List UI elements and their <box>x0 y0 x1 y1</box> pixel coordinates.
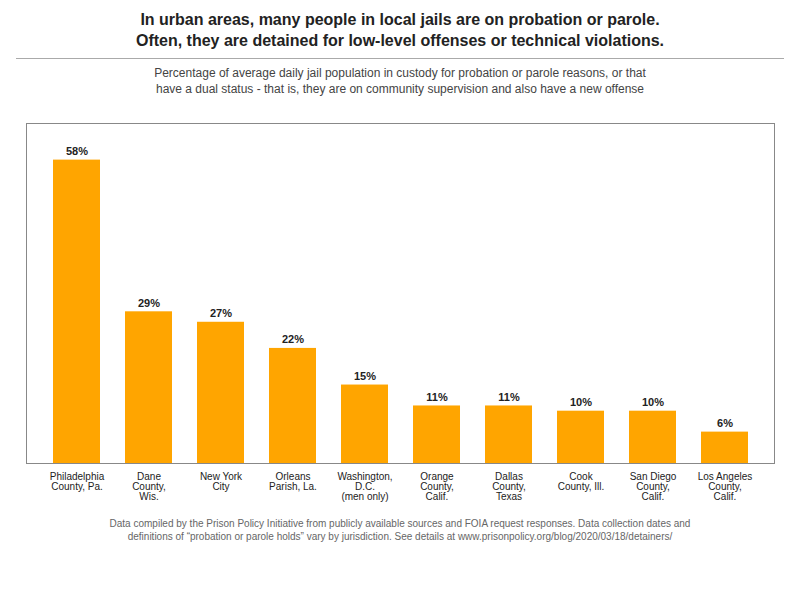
svg-text:OrangeCounty,Calif.: OrangeCounty,Calif. <box>420 471 454 502</box>
svg-text:11%: 11% <box>498 391 520 403</box>
svg-text:22%: 22% <box>282 333 304 345</box>
html-text:In urban areas, many people in: In urban areas, many people in local jai… <box>135 11 665 49</box>
svg-text:58%: 58% <box>66 145 88 157</box>
html-text:Percentage of average daily ja: Percentage of average daily jail populat… <box>154 65 646 96</box>
svg-text:15%: 15% <box>354 370 376 382</box>
svg-text:11%: 11% <box>426 391 448 403</box>
svg-text:6%: 6% <box>717 417 733 429</box>
svg-text:New YorkCity: New YorkCity <box>200 471 243 492</box>
svg-text:29%: 29% <box>138 297 160 309</box>
svg-text:10%: 10% <box>642 396 664 408</box>
svg-text:CookCounty, Ill.: CookCounty, Ill. <box>558 471 605 492</box>
svg-text:10%: 10% <box>570 396 592 408</box>
svg-text:DaneCounty,Wis.: DaneCounty,Wis. <box>132 471 166 502</box>
svg-text:DallasCounty,Texas: DallasCounty,Texas <box>492 471 526 502</box>
svg-text:27%: 27% <box>210 307 232 319</box>
html-text:Data compiled by the Prison Po: Data compiled by the Prison Policy Initi… <box>109 518 691 543</box>
svg-text:Los AngelesCounty,Calif.: Los AngelesCounty,Calif. <box>698 471 753 502</box>
svg-text:Washington,D.C.(men only): Washington,D.C.(men only) <box>337 471 392 502</box>
svg-text:OrleansParish, La.: OrleansParish, La. <box>269 471 317 492</box>
svg-text:San DiegoCounty,Calif.: San DiegoCounty,Calif. <box>630 471 677 502</box>
svg-text:PhiladelphiaCounty, Pa.: PhiladelphiaCounty, Pa. <box>50 471 105 492</box>
